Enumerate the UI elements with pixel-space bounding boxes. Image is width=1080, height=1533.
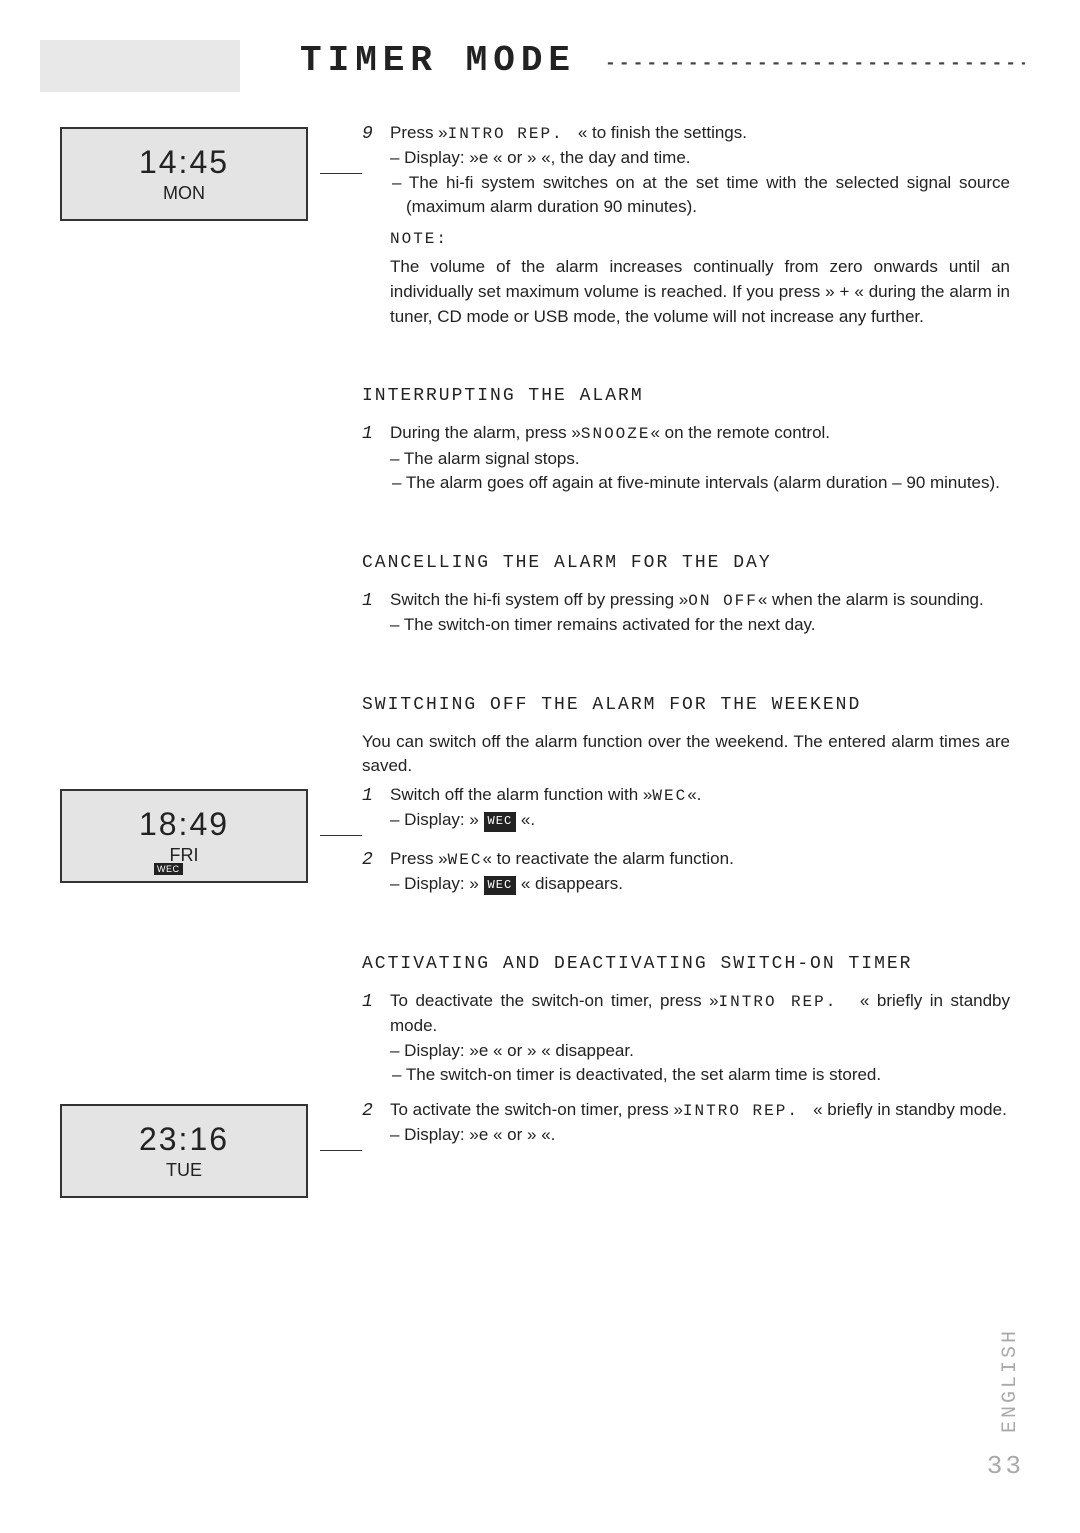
text-block-finish: 9 Press »INTRO REP. « to finish the sett… [362, 121, 1020, 335]
sub-post: « disappears. [516, 874, 623, 893]
sub-line: – The alarm goes off again at five-minut… [390, 471, 1010, 496]
row-display-3: 23:16 TUE 2 To activate the switch-on ti… [60, 1098, 1020, 1198]
display-wec-tag: WEC [154, 863, 183, 875]
connector-line [320, 173, 362, 174]
step-number: 1 [362, 783, 390, 833]
weekend-intro: You can switch off the alarm function ov… [362, 730, 1010, 779]
footer-language: ENGLISH [999, 1328, 1022, 1433]
section-heading-weekend: SWITCHING OFF THE ALARM FOR THE WEEKEND [362, 692, 1010, 718]
line-pre: To deactivate the switch-on timer, press… [390, 991, 719, 1010]
sub-line: – The switch-on timer is deactivated, th… [390, 1063, 1010, 1088]
connector-line [320, 835, 362, 836]
text-press-pre: Press » [390, 123, 448, 142]
section-heading-activate: ACTIVATING AND DEACTIVATING SWITCH-ON TI… [362, 951, 1010, 977]
step-number: 2 [362, 847, 390, 897]
wec-chip: WEC [484, 812, 517, 831]
display-time: 23:16 [139, 1121, 229, 1158]
line-pre: To activate the switch-on timer, press » [390, 1100, 683, 1119]
onoff-label: ON OFF [688, 592, 758, 610]
section-heading-cancel: CANCELLING THE ALARM FOR THE DAY [362, 550, 1010, 576]
sub-post: «. [516, 810, 535, 829]
row-cancel: CANCELLING THE ALARM FOR THE DAY 1 Switc… [60, 522, 1020, 644]
display-box-2: 18:49 FRI WEC [60, 789, 308, 883]
sub-line: – The alarm signal stops. [390, 447, 1010, 472]
sub-display-daytime: – Display: »e « or » «, the day and time… [390, 146, 1010, 171]
row-weekend-head: SWITCHING OFF THE ALARM FOR THE WEEKEND … [60, 664, 1020, 779]
sub-pre: – Display: » [390, 810, 484, 829]
row-activate-head: ACTIVATING AND DEACTIVATING SWITCH-ON TI… [60, 923, 1020, 1094]
wec-label: WEC [652, 787, 687, 805]
display-box-3: 23:16 TUE [60, 1104, 308, 1198]
sub-line: – The switch-on timer remains activated … [390, 613, 1010, 638]
wec-chip: WEC [484, 876, 517, 895]
step-number: 1 [362, 421, 390, 495]
line-pre: Switch the hi-fi system off by pressing … [390, 590, 688, 609]
page-container: TIMER MODE 14:45 MON 9 Press »INTRO REP.… [60, 40, 1020, 1218]
row-display-2: 18:49 FRI WEC 1 Switch off the alarm fun… [60, 783, 1020, 903]
row-display-1: 14:45 MON 9 Press »INTRO REP. « to finis… [60, 121, 1020, 335]
note-body: The volume of the alarm increases contin… [390, 255, 1010, 329]
intro-rep-label: INTRO REP. [683, 1102, 799, 1120]
line-post: « when the alarm is sounding. [758, 590, 984, 609]
sub-pre: – Display: » [390, 874, 484, 893]
step-number: 2 [362, 1098, 390, 1148]
step-number: 1 [362, 588, 390, 638]
display-box-1: 14:45 MON [60, 127, 308, 221]
intro-rep-label: INTRO REP. [448, 125, 564, 143]
display-time: 14:45 [139, 144, 229, 181]
display-day: TUE [166, 1160, 202, 1181]
connector-line [320, 1150, 362, 1151]
page-title: TIMER MODE [300, 40, 1020, 81]
snooze-label: SNOOZE [581, 425, 651, 443]
step-number: 1 [362, 989, 390, 1088]
line-pre: Press » [390, 849, 448, 868]
sub-hifi-on: – The hi-fi system switches on at the se… [390, 171, 1010, 220]
footer-page-number: 33 [987, 1451, 1024, 1481]
sub-line: – Display: »e « or » «. [390, 1123, 1010, 1148]
line-post: « on the remote control. [650, 423, 830, 442]
display-time: 18:49 [139, 806, 229, 843]
line-post: « briefly in standby mode. [813, 1100, 1007, 1119]
text-press-post: « to finish the settings. [578, 123, 747, 142]
row-interrupt: INTERRUPTING THE ALARM 1 During the alar… [60, 355, 1020, 502]
display-day: MON [163, 183, 205, 204]
line-post: «. [687, 785, 701, 804]
sub-line: – Display: »e « or » « disappear. [390, 1039, 1010, 1064]
step-number: 9 [362, 121, 390, 329]
line-pre: During the alarm, press » [390, 423, 581, 442]
wec-label: WEC [448, 851, 483, 869]
note-heading: NOTE: [390, 228, 1010, 251]
intro-rep-label: INTRO REP. [719, 993, 838, 1011]
line-post: « to reactivate the alarm function. [482, 849, 733, 868]
line-pre: Switch off the alarm function with » [390, 785, 652, 804]
section-heading-interrupt: INTERRUPTING THE ALARM [362, 383, 1010, 409]
